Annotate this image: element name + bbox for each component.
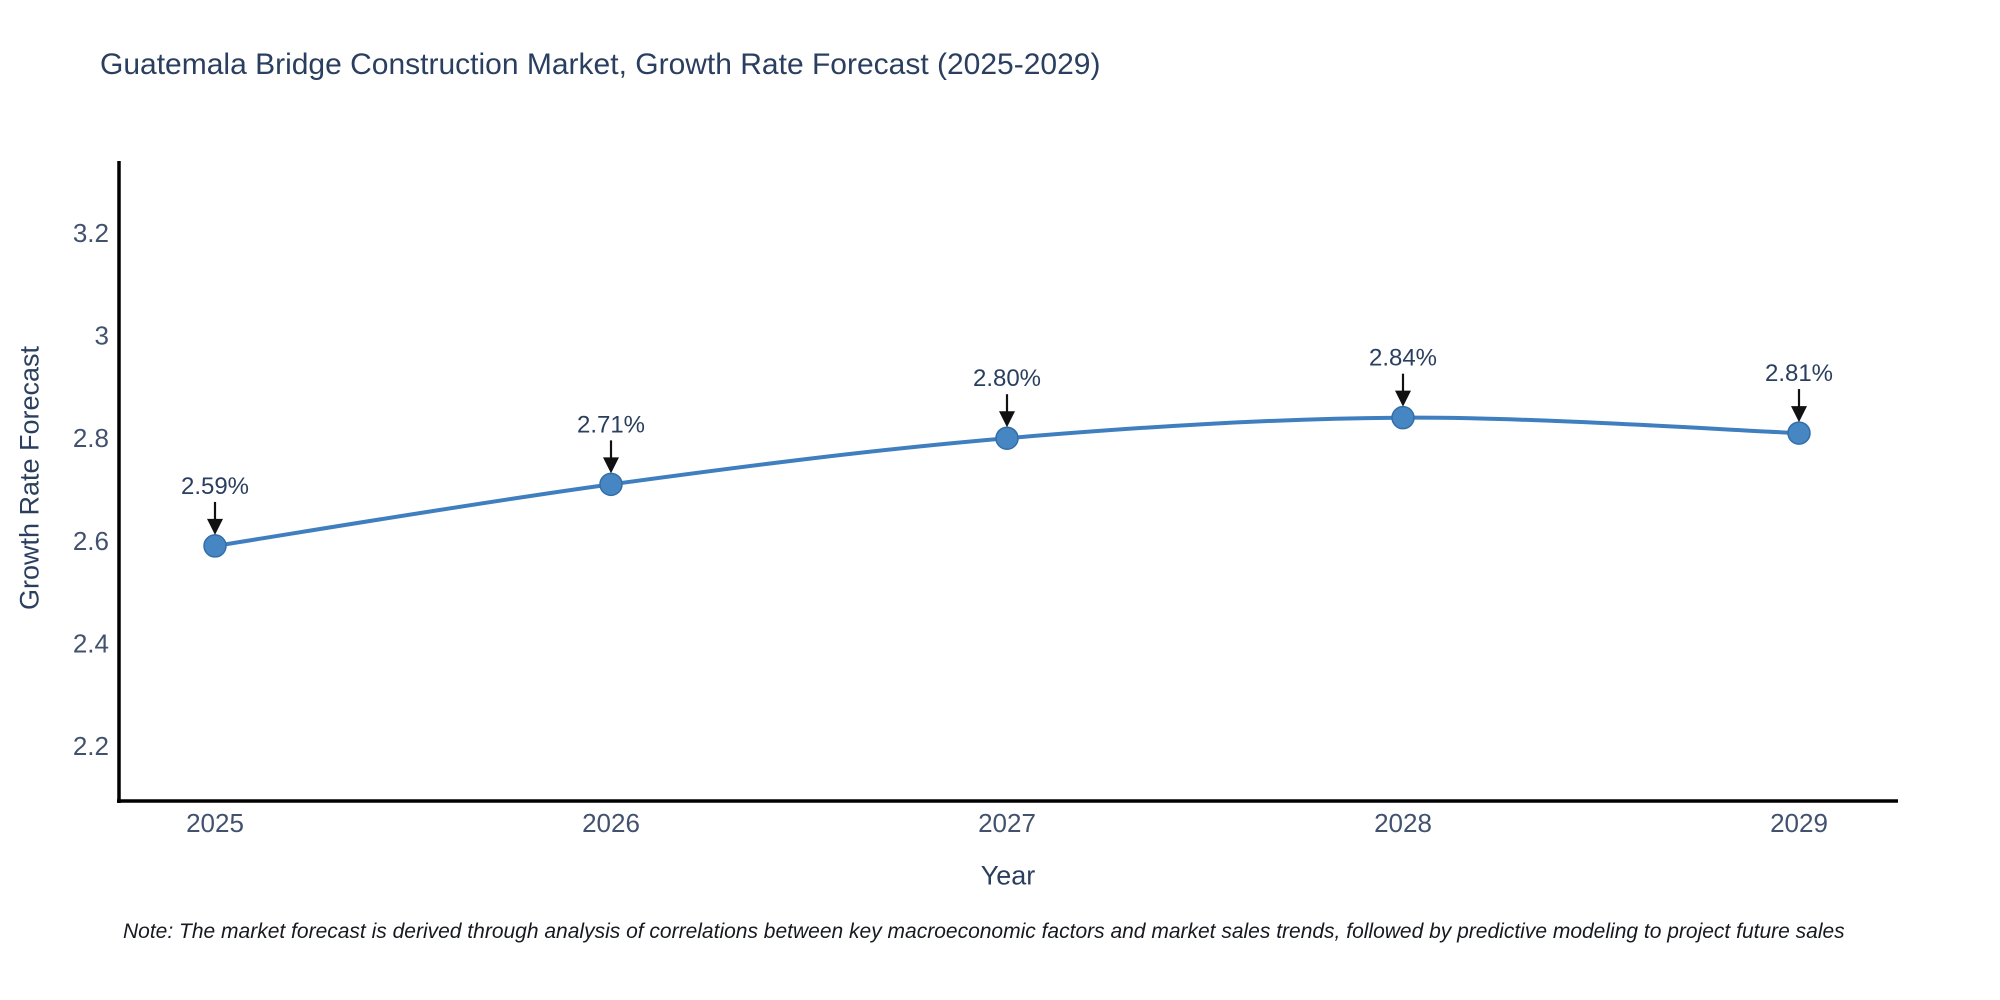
data-point-label: 2.71% <box>577 411 645 438</box>
data-point-marker[interactable] <box>203 534 227 558</box>
data-point-label: 2.81% <box>1765 360 1833 387</box>
footnote: Note: The market forecast is derived thr… <box>123 920 1845 943</box>
y-tick-label: 3 <box>95 321 109 351</box>
y-tick-label: 2.8 <box>73 423 109 453</box>
x-tick-label: 2026 <box>582 808 640 838</box>
annotation-arrowhead <box>207 518 223 535</box>
y-tick-label: 2.6 <box>73 526 109 556</box>
x-tick-label: 2027 <box>978 808 1036 838</box>
data-point-marker[interactable] <box>995 426 1019 450</box>
annotation-arrowhead <box>999 411 1015 428</box>
x-axis-title: Year <box>980 860 1036 891</box>
data-point-label: 2.84% <box>1369 345 1437 372</box>
x-tick-label: 2025 <box>186 808 244 838</box>
x-tick-label: 2029 <box>1770 808 1828 838</box>
y-tick-label: 2.2 <box>73 731 109 761</box>
data-point-label: 2.59% <box>181 473 249 500</box>
y-tick-label: 2.4 <box>73 628 109 658</box>
data-point-label: 2.80% <box>973 365 1041 392</box>
y-tick-label: 3.2 <box>73 218 109 248</box>
data-point-marker[interactable] <box>1787 421 1811 445</box>
chart-title: Guatemala Bridge Construction Market, Gr… <box>100 48 1101 81</box>
annotation-arrowhead <box>603 457 619 474</box>
annotation-arrowhead <box>1791 406 1807 423</box>
annotation-arrowhead <box>1395 390 1411 407</box>
x-tick-label: 2028 <box>1374 808 1432 838</box>
data-point-marker[interactable] <box>599 472 623 497</box>
data-point-marker[interactable] <box>1391 405 1415 430</box>
